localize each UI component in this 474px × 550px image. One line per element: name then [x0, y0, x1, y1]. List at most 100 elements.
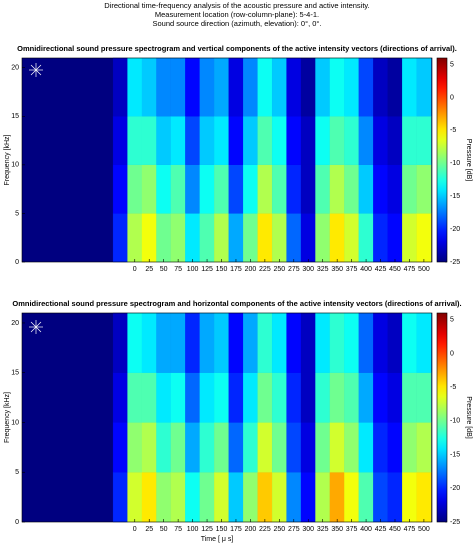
heat-cell [141, 57, 157, 117]
heat-cell [329, 422, 345, 473]
x-tick-label: 0 [133, 266, 137, 273]
heat-cell [300, 164, 316, 214]
colorbar-tick-label: 5 [450, 317, 454, 324]
heat-cell [286, 472, 302, 523]
heat-cell [286, 312, 302, 373]
heat-cell [373, 422, 388, 473]
heat-cell [214, 57, 229, 117]
plot-frame [21, 57, 433, 263]
heat-cell [271, 312, 287, 373]
heat-cell [127, 57, 143, 117]
heat-cell [170, 422, 186, 473]
heat-cell [373, 312, 388, 373]
heat-cell [344, 116, 359, 166]
x-tick-label: 0 [133, 526, 137, 533]
heat-cell [257, 312, 273, 373]
heat-cell [228, 57, 244, 117]
heat-cell [228, 472, 244, 523]
colorbar-tick-label: -25 [450, 519, 460, 526]
heat-cell [170, 213, 186, 263]
colorbar-tick-label: -10 [450, 160, 460, 167]
y-tick-label: 20 [11, 320, 19, 327]
heat-cell [228, 213, 244, 263]
heat-cell [358, 422, 374, 473]
x-tick-label: 50 [160, 266, 168, 273]
heat-cell [112, 164, 128, 214]
heat-cell [315, 213, 331, 263]
x-tick-label: 25 [145, 266, 153, 273]
x-tick-label: 25 [145, 526, 153, 533]
heat-cell [271, 472, 287, 523]
x-tick-label: 100 [187, 526, 199, 533]
x-tick-label: 75 [174, 266, 182, 273]
heat-cell [141, 422, 157, 473]
heat-cell [315, 372, 331, 423]
heat-cell [271, 372, 287, 423]
colorbar-tick-label: -15 [450, 193, 460, 200]
heat-cell [156, 422, 172, 473]
heat-cell [199, 422, 215, 473]
heat-cell [402, 116, 417, 166]
heat-cell [402, 312, 417, 373]
heat-cell [416, 164, 432, 214]
x-tick-label: 150 [216, 266, 228, 273]
x-tick-label: 375 [346, 526, 358, 533]
heat-cell [112, 372, 128, 423]
x-tick-label: 425 [375, 526, 387, 533]
heat-cell [373, 472, 388, 523]
heat-cell [228, 164, 244, 214]
y-tick-label: 10 [11, 419, 19, 426]
heat-cell [358, 57, 374, 117]
x-tick-label: 450 [389, 266, 401, 273]
x-tick-label: 300 [302, 526, 314, 533]
heat-cell [329, 472, 345, 523]
heat-cell [112, 472, 128, 523]
heat-cell [344, 372, 359, 423]
heat-cell [214, 312, 229, 373]
heat-cell [257, 422, 273, 473]
heat-cell [170, 372, 186, 423]
heat-cell [243, 472, 258, 523]
y-tick-label: 20 [11, 65, 19, 72]
heat-cell [373, 213, 388, 263]
heat-cell [127, 372, 143, 423]
heat-cell [228, 312, 244, 373]
heat-cell [214, 422, 229, 473]
x-tick-label: 125 [201, 266, 213, 273]
x-tick-label: 225 [259, 526, 271, 533]
y-tick-label: 5 [15, 210, 19, 217]
x-tick-label: 275 [288, 266, 300, 273]
x-tick-label: 50 [160, 526, 168, 533]
heat-cell [141, 116, 157, 166]
colorbar-tick-label: -20 [450, 485, 460, 492]
heat-cell [416, 213, 432, 263]
colorbar-tick-label: -25 [450, 259, 460, 266]
heat-cell [112, 57, 128, 117]
heat-cell [358, 164, 374, 214]
y-tick-label: 10 [11, 162, 19, 169]
heat-cell [300, 116, 316, 166]
heat-cell [228, 116, 244, 166]
x-tick-label: 275 [288, 526, 300, 533]
heat-cell [199, 312, 215, 373]
heat-cell [185, 213, 200, 263]
heat-cell [387, 164, 403, 214]
heat-cell [416, 312, 432, 373]
heat-cell [387, 116, 403, 166]
header-line: Directional time-frequency analysis of t… [104, 1, 369, 10]
heat-cell [141, 472, 157, 523]
x-tick-label: 200 [245, 526, 257, 533]
x-tick-label: 400 [360, 526, 372, 533]
y-tick-label: 0 [15, 259, 19, 266]
x-tick-label: 150 [216, 526, 228, 533]
heat-cell [170, 164, 186, 214]
heat-cell [185, 57, 200, 117]
heat-cell [402, 372, 417, 423]
heat-cell [300, 422, 316, 473]
heat-cell [315, 164, 331, 214]
heat-cell [387, 213, 403, 263]
heat-cell [416, 472, 432, 523]
x-tick-label: 300 [302, 266, 314, 273]
heat-cell [373, 372, 388, 423]
